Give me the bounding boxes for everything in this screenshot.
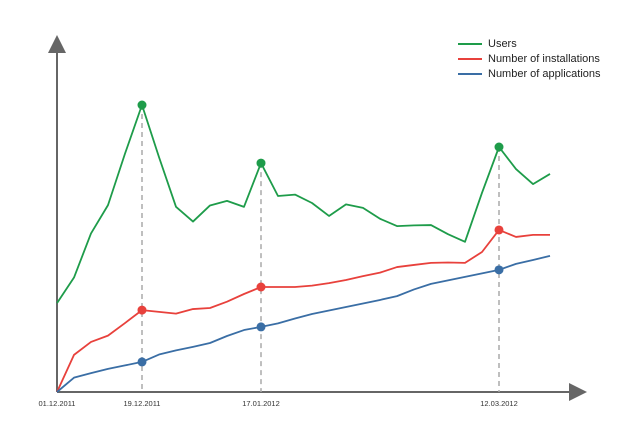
point-marker	[494, 265, 504, 275]
x-tick-label: 12.03.2012	[480, 399, 518, 408]
point-marker	[256, 158, 266, 168]
x-tick-label: 01.12.2011	[39, 399, 76, 408]
series-line	[56, 104, 551, 304]
point-marker	[137, 100, 147, 110]
labels: 01.12.2011 19.12.2011 17.01.2012 12.03.2012…	[39, 38, 601, 408]
point-marker	[256, 282, 266, 292]
point-marker	[256, 322, 266, 332]
point-marker	[494, 142, 504, 152]
series-line	[56, 229, 550, 393]
guides	[141, 105, 500, 392]
point-marker	[137, 305, 147, 315]
x-tick-label: 17.01.2012	[242, 399, 280, 408]
point-marker	[137, 357, 147, 367]
legend-label: Number of applications	[488, 68, 601, 80]
markers	[137, 100, 504, 367]
legend-label: Number of installations	[488, 53, 600, 65]
x-tick-label: 19.12.2011	[124, 399, 161, 408]
lines	[56, 104, 551, 393]
point-marker	[494, 225, 504, 235]
legend-label: Users	[488, 38, 517, 50]
series-line	[56, 254, 551, 393]
